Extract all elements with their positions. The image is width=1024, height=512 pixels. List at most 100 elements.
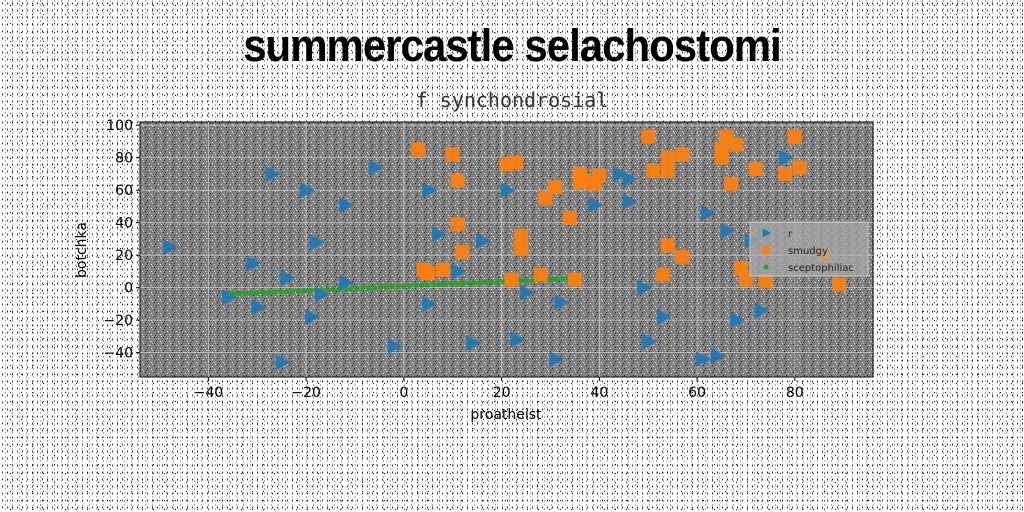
smudgy-point [675,147,690,162]
r-point [730,312,745,329]
r-point [251,299,267,316]
smudgy-point [660,238,675,253]
r-point [309,234,325,251]
sceptophiliac-point [371,284,378,291]
smudgy-point [734,261,749,276]
x-tick-label: 60 [688,385,706,401]
r-point [422,295,438,312]
r-point [451,263,467,280]
r-point [368,159,384,176]
r-point [520,284,535,301]
sceptophiliac-point [307,287,313,294]
smudgy-point [778,166,793,181]
legend-label: smudgy [788,246,828,257]
r-point [700,204,716,221]
sceptophiliac-point [395,283,401,290]
r-point [275,354,291,371]
y-tick-label: 80 [115,151,133,167]
smudgy-point [548,179,563,194]
legend-marker-r [762,228,771,238]
r-point [500,182,516,199]
r-point [339,274,355,291]
sceptophiliac-point [266,289,272,296]
sceptophiliac-point [365,284,372,291]
smudgy-point [714,150,729,165]
x-tick-label: 0 [399,385,408,401]
smudgy-point [646,163,661,178]
sceptophiliac-point [277,288,284,295]
r-point [339,196,355,213]
smudgy-point [563,210,578,225]
sceptophiliac-point [436,281,442,288]
sceptophiliac-point [547,276,554,283]
series-smudgy [411,129,846,292]
sceptophiliac-point [289,288,296,294]
smudgy-point [675,249,690,264]
r-point [622,193,638,210]
r-point [588,196,604,213]
sceptophiliac-point [459,280,466,287]
sceptophiliac-point [518,277,524,284]
smudgy-point [660,163,675,178]
r-point [637,279,653,296]
smudgy-point [567,272,582,287]
r-point [300,182,315,199]
sceptophiliac-point [483,279,489,286]
sceptophiliac-point [248,290,255,296]
smudgy-point [738,272,753,287]
r-point [622,170,638,187]
smudgy-point [514,228,529,243]
sceptophiliac-point [330,286,337,293]
smudgy-point [831,277,846,292]
sceptophiliac-point [377,284,384,290]
smudgy-point [538,191,553,206]
sceptophiliac-point [494,278,501,285]
sceptophiliac-point [477,279,483,286]
sceptophiliac-point [254,290,261,296]
smudgy-point [641,129,656,144]
y-tick-label: −40 [103,346,133,362]
smudgy-point [533,267,548,282]
x-tick-label: 80 [786,385,804,401]
x-tick-label: −20 [291,385,321,401]
sceptophiliac-point [559,275,566,282]
r-point [265,165,281,182]
sceptophiliac-point [406,282,413,289]
sceptophiliac-point [283,288,290,295]
smudgy-point [455,244,470,259]
r-point [695,351,711,368]
sceptophiliac-point [489,279,495,285]
x-tick-label: −40 [194,385,224,401]
y-tick-label: 0 [124,281,133,297]
x-tick-label: 20 [493,385,511,401]
r-point [510,331,526,348]
smudgy-point [509,155,524,170]
r-point [466,334,482,351]
x-axis-label: proatheist [470,407,542,423]
sceptophiliac-point [418,282,425,289]
sceptophiliac-point [442,281,448,287]
r-point [554,294,570,311]
smudgy-point [660,150,675,165]
sceptophiliac-point [236,290,243,297]
sceptophiliac-point [553,276,560,282]
smudgy-point [655,267,670,282]
r-point [642,333,658,350]
smudgy-point [729,137,744,152]
r-point [754,302,770,319]
r-point [305,308,320,325]
r-point [314,286,330,303]
smudgy-point [411,142,426,157]
r-point [246,255,262,272]
chart-main-title: summercastle selachostomi [243,20,782,71]
smudgy-point [445,147,460,162]
smudgy-point [435,262,450,277]
r-point [432,226,447,243]
y-tick-label: 60 [115,183,133,199]
sceptophiliac-point [447,281,454,287]
sceptophiliac-point [401,283,407,289]
y-tick-label: 40 [115,216,133,232]
r-point [163,239,179,256]
r-point [612,165,628,182]
